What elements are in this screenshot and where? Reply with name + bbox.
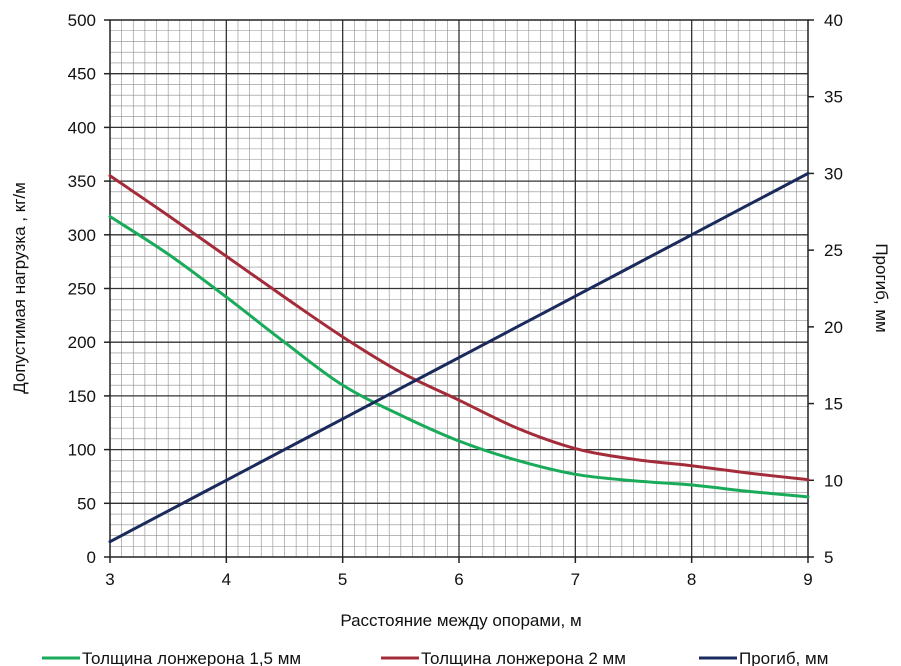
series-deflection-line — [108, 171, 810, 544]
x-tick-label: 4 — [222, 570, 231, 589]
legend: Толщина лонжерона 1,5 мм Толщина лонжеро… — [42, 649, 828, 666]
series-thickness-2mm-line — [108, 174, 810, 482]
y2-axis-title: Прогиб, мм — [872, 243, 891, 332]
y-axis-title: Допустимая нагрузка , кг/м — [10, 182, 29, 394]
x-axis-title: Расстояние между опорами, м — [340, 611, 581, 630]
x-tick-label: 5 — [338, 570, 347, 589]
right-tick-label: 20 — [824, 318, 843, 337]
left-tick-label: 300 — [68, 226, 96, 245]
legend-label-3: Прогиб, мм — [739, 649, 828, 666]
right-tick-label: 40 — [824, 11, 843, 30]
major-grid — [110, 20, 808, 557]
series-layer — [108, 171, 810, 544]
right-tick-label: 10 — [824, 471, 843, 490]
right-tick-label: 25 — [824, 241, 843, 260]
left-tick-label: 150 — [68, 387, 96, 406]
left-tick-label: 100 — [68, 441, 96, 460]
legend-label-1: Толщина лонжерона 1,5 мм — [82, 649, 301, 666]
right-axis-ticks: 5 10 15 20 25 30 35 40 — [808, 11, 843, 567]
x-tick-label: 8 — [687, 570, 696, 589]
left-tick-label: 500 — [68, 11, 96, 30]
right-tick-label: 30 — [824, 164, 843, 183]
x-tick-label: 3 — [105, 570, 114, 589]
left-tick-label: 450 — [68, 65, 96, 84]
left-tick-label: 350 — [68, 172, 96, 191]
left-tick-label: 50 — [77, 494, 96, 513]
x-axis-ticks: 3 4 5 6 7 8 9 — [105, 557, 813, 589]
left-axis-ticks: 0 50 100 150 200 250 300 350 400 450 500 — [68, 11, 110, 567]
x-tick-label: 7 — [571, 570, 580, 589]
x-tick-label: 6 — [454, 570, 463, 589]
right-tick-label: 5 — [824, 548, 833, 567]
left-tick-label: 400 — [68, 118, 96, 137]
legend-label-2: Толщина лонжерона 2 мм — [421, 649, 626, 666]
left-tick-label: 200 — [68, 333, 96, 352]
right-tick-label: 35 — [824, 88, 843, 107]
series-thickness-1-5mm-line — [108, 215, 810, 499]
right-tick-label: 15 — [824, 395, 843, 414]
left-tick-label: 250 — [68, 280, 96, 299]
left-tick-label: 0 — [87, 548, 96, 567]
x-tick-label: 9 — [803, 570, 812, 589]
